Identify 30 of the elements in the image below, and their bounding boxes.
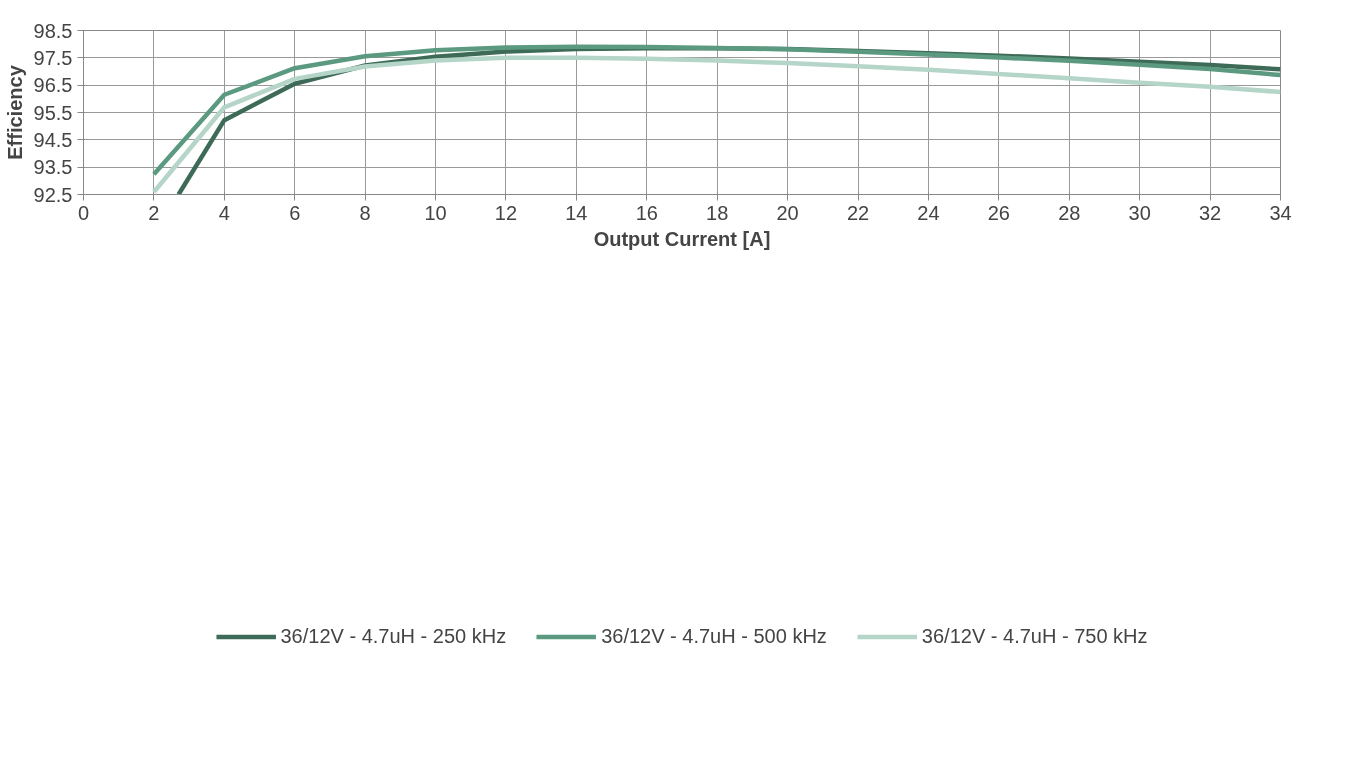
x-tick-label: 30 (1128, 201, 1151, 224)
y-tick-label: 98.5 (33, 19, 73, 42)
y-tick-label: 93.5 (33, 156, 73, 179)
y-tick-label: 92.5 (33, 183, 73, 206)
x-tick-label: 12 (494, 201, 518, 224)
x-tick-label: 34 (1269, 201, 1292, 224)
x-axis-title: Output Current [A] (593, 227, 771, 250)
x-tick-label: 2 (148, 201, 160, 224)
y-tick-label: 96.5 (33, 74, 73, 97)
legend-label: 36/12V - 4.7uH - 500 kHz (601, 624, 827, 648)
y-tick-label: 97.5 (33, 46, 73, 69)
x-tick-label: 10 (424, 201, 447, 224)
legend-label: 36/12V - 4.7uH - 750 kHz (921, 624, 1148, 648)
x-tick-label: 0 (77, 201, 90, 224)
x-tick-label: 22 (846, 201, 870, 224)
x-tick-label: 16 (635, 201, 658, 224)
y-tick-label: 94.5 (33, 128, 73, 151)
x-tick-label: 20 (776, 201, 799, 224)
x-tick-label: 18 (706, 201, 729, 224)
legend-label: 36/12V - 4.7uH - 250 kHz (280, 624, 507, 648)
x-tick-label: 26 (987, 201, 1010, 224)
y-tick-label: 95.5 (33, 101, 73, 124)
y-axis-title: Efficiency (3, 64, 26, 160)
x-tick-label: 6 (289, 201, 301, 224)
x-tick-label: 32 (1198, 201, 1222, 224)
x-tick-label: 14 (565, 201, 588, 224)
x-tick-label: 24 (917, 201, 940, 224)
x-tick-label: 28 (1058, 201, 1081, 224)
x-tick-label: 8 (359, 201, 371, 224)
x-tick-label: 4 (218, 201, 230, 224)
